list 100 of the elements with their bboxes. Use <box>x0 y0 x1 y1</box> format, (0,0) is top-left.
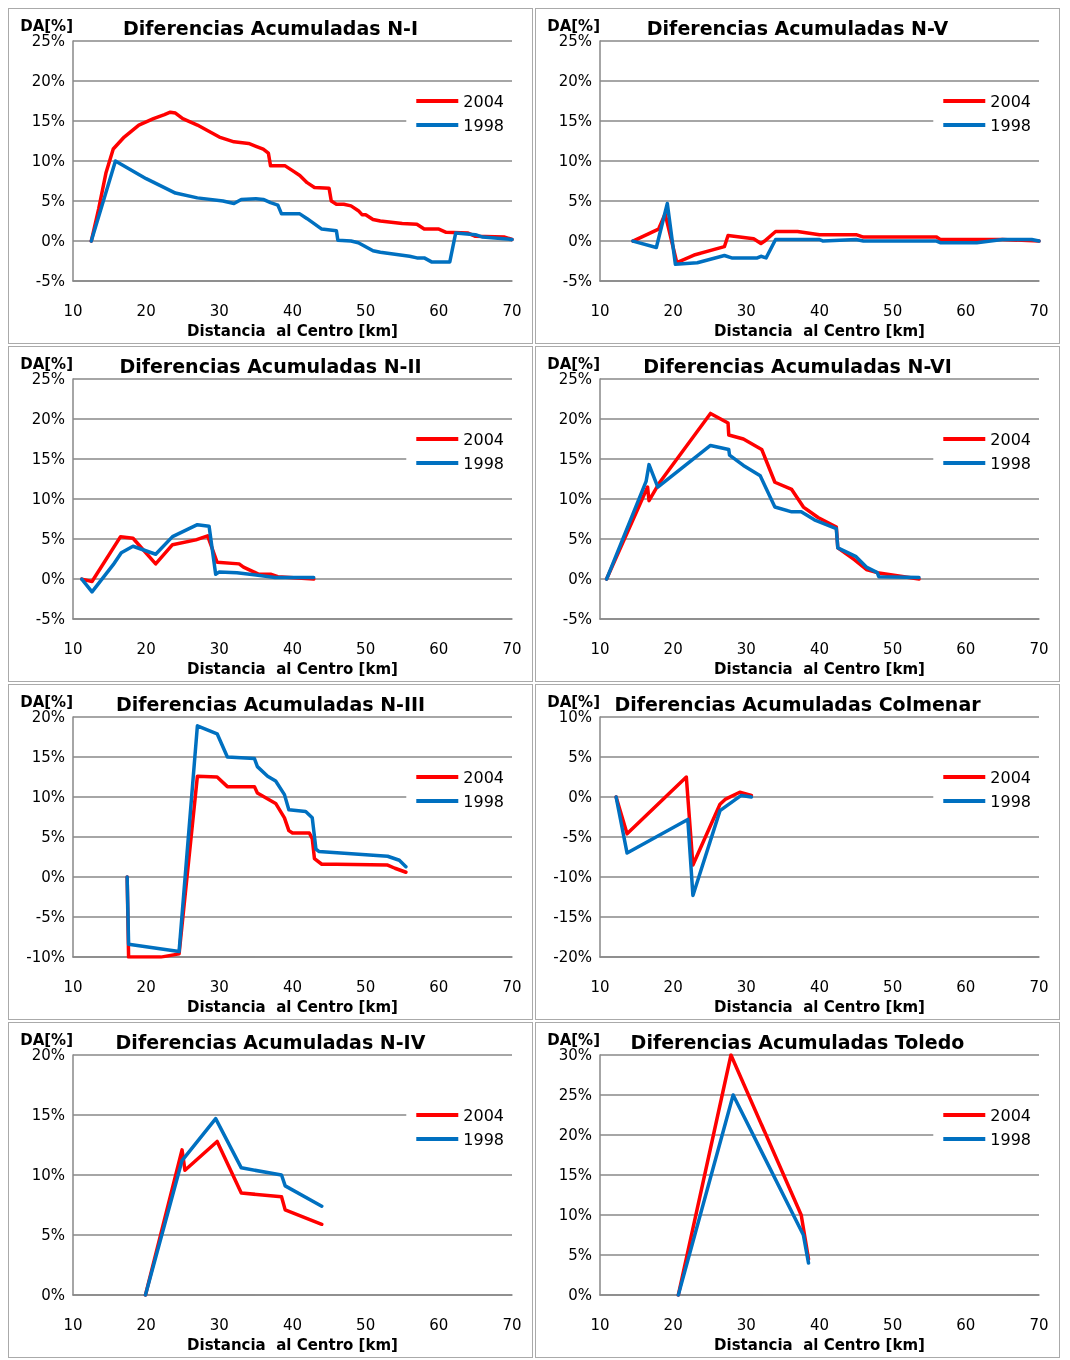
legend-label: 2004 <box>463 767 504 787</box>
legend-label: 1998 <box>990 791 1031 811</box>
y-tick-label: 0% <box>568 570 592 589</box>
x-tick-label: 50 <box>356 639 376 658</box>
x-tick-label: 60 <box>429 1315 449 1334</box>
x-tick-label: 70 <box>1029 639 1049 658</box>
x-tick-label: 60 <box>429 301 449 320</box>
legend-label: 2004 <box>990 429 1031 449</box>
y-tick-label: -5% <box>35 908 65 927</box>
x-axis-title: Distancia al Centro [km] <box>714 321 925 340</box>
x-tick-label: 50 <box>883 1315 903 1334</box>
x-axis-title: Distancia al Centro [km] <box>187 997 398 1016</box>
y-tick-label: -5% <box>562 272 592 291</box>
legend-label: 1998 <box>463 115 504 135</box>
y-tick-label: 20% <box>558 72 592 91</box>
y-tick-label: -10% <box>26 948 65 967</box>
x-tick-label: 70 <box>1029 301 1049 320</box>
x-tick-label: 60 <box>429 639 449 658</box>
x-tick-label: 50 <box>356 977 376 996</box>
y-tick-label: 10% <box>31 1166 65 1185</box>
y-tick-label: 15% <box>31 112 65 131</box>
chart-title: Diferencias Acumuladas N-V <box>646 16 949 39</box>
x-tick-label: 20 <box>663 1315 683 1334</box>
y-tick-label: 5% <box>568 192 592 211</box>
x-tick-label: 60 <box>429 977 449 996</box>
y-tick-label: 10% <box>31 490 65 509</box>
y-tick-label: 0% <box>568 1286 592 1305</box>
x-tick-label: 70 <box>502 301 522 320</box>
x-tick-label: 50 <box>883 301 903 320</box>
y-tick-label: -20% <box>553 948 592 967</box>
y-tick-label: 15% <box>558 450 592 469</box>
y-tick-label: 20% <box>31 410 65 429</box>
y-tick-label: 5% <box>41 530 65 549</box>
y-tick-label: 5% <box>41 1226 65 1245</box>
y-tick-label: 25% <box>558 1086 592 1105</box>
x-tick-label: 10 <box>590 301 610 320</box>
y-tick-label: -5% <box>35 610 65 629</box>
legend-label: 1998 <box>990 1129 1031 1149</box>
legend-label: 2004 <box>463 1105 504 1125</box>
x-tick-label: 60 <box>956 1315 976 1334</box>
line-series <box>676 1093 811 1297</box>
line-series <box>631 201 1041 267</box>
chart-title: Diferencias Acumuladas N-III <box>115 692 426 715</box>
y-tick-label: 0% <box>41 232 65 251</box>
y-tick-label: 5% <box>568 748 592 767</box>
y-tick-label: 15% <box>31 1106 65 1125</box>
x-tick-label: 30 <box>209 639 229 658</box>
x-tick-label: 40 <box>282 301 303 320</box>
y-tick-label: 5% <box>41 828 65 847</box>
x-tick-label: 40 <box>809 639 830 658</box>
x-tick-label: 30 <box>736 301 756 320</box>
line-series <box>80 522 316 594</box>
y-tick-label: -5% <box>562 610 592 629</box>
line-series <box>89 159 514 264</box>
x-tick-label: 50 <box>356 301 376 320</box>
x-tick-label: 10 <box>590 1315 610 1334</box>
x-tick-label: 10 <box>63 1315 83 1334</box>
x-tick-label: 30 <box>209 1315 229 1334</box>
x-tick-label: 70 <box>502 1315 522 1334</box>
y-tick-label: 0% <box>41 1286 65 1305</box>
legend-label: 2004 <box>463 91 504 111</box>
y-tick-label: 15% <box>31 450 65 469</box>
x-tick-label: 50 <box>883 639 903 658</box>
legend-label: 2004 <box>463 429 504 449</box>
x-tick-label: 20 <box>136 639 156 658</box>
x-tick-label: 40 <box>282 639 303 658</box>
x-tick-label: 10 <box>63 977 83 996</box>
x-tick-label: 30 <box>209 301 229 320</box>
x-axis-title: Distancia al Centro [km] <box>187 1335 398 1354</box>
y-tick-label: 5% <box>568 530 592 549</box>
y-tick-label: 10% <box>558 152 592 171</box>
x-tick-label: 20 <box>663 977 683 996</box>
legend-label: 1998 <box>463 791 504 811</box>
x-tick-label: 10 <box>63 301 83 320</box>
x-tick-label: 70 <box>1029 1315 1049 1334</box>
chart-title: Diferencias Acumuladas Toledo <box>630 1030 965 1053</box>
y-tick-label: 20% <box>558 410 592 429</box>
x-tick-label: 30 <box>209 977 229 996</box>
line-series <box>604 443 921 581</box>
y-tick-label: 0% <box>41 868 65 887</box>
legend-label: 1998 <box>463 1129 504 1149</box>
legend-label: 1998 <box>463 453 504 473</box>
x-tick-label: 40 <box>809 977 830 996</box>
y-tick-label: -5% <box>562 828 592 847</box>
y-tick-label: 10% <box>31 152 65 171</box>
y-tick-label: -15% <box>553 908 592 927</box>
x-tick-label: 20 <box>136 301 156 320</box>
legend-label: 2004 <box>990 91 1031 111</box>
y-tick-label: 15% <box>31 748 65 767</box>
x-tick-label: 20 <box>136 1315 156 1334</box>
y-tick-label: 15% <box>558 112 592 131</box>
y-tick-label: 0% <box>568 788 592 807</box>
x-tick-label: 10 <box>590 977 610 996</box>
legend-label: 2004 <box>990 1105 1031 1125</box>
x-axis-title: Distancia al Centro [km] <box>187 321 398 340</box>
x-tick-label: 70 <box>502 639 522 658</box>
x-tick-label: 50 <box>356 1315 376 1334</box>
y-tick-label: 0% <box>41 570 65 589</box>
x-tick-label: 50 <box>883 977 903 996</box>
x-tick-label: 70 <box>1029 977 1049 996</box>
